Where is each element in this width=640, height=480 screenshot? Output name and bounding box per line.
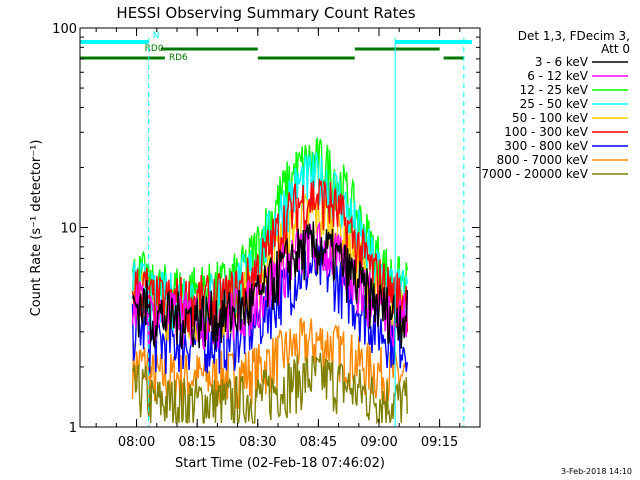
plot-frame [79, 27, 481, 428]
legend-item-label: 3 - 6 keV [535, 55, 589, 69]
x-tick-label: 08:15 [178, 435, 215, 450]
x-tick-label: 08:30 [239, 435, 276, 450]
chart-title: HESSI Observing Summary Count Rates [116, 4, 415, 22]
series-line [131, 352, 408, 425]
axes: 08:00 08:15 08:30 08:45 09:00 09:15 1 10 100 [52, 22, 481, 450]
plot-data [131, 137, 408, 425]
legend-item-label: 800 - 7000 keV [497, 153, 589, 167]
flag-label-n: N [153, 31, 160, 41]
x-tick-label: 09:15 [421, 435, 458, 450]
legend-item-label: 12 - 25 keV [520, 83, 589, 97]
legend-item-label: 50 - 100 keV [512, 111, 589, 125]
y-tick-label: 1 [69, 421, 77, 436]
x-axis-label: Start Time (02-Feb-18 07:46:02) [175, 456, 385, 471]
series-7000-20000-kev [131, 352, 408, 425]
y-tick-label: 100 [52, 22, 77, 37]
generation-timestamp: 3-Feb-2018 14:10 [561, 467, 632, 476]
x-tick-label: 09:00 [360, 435, 397, 450]
legend-item-label: 300 - 800 keV [504, 139, 588, 153]
legend-item-label: 100 - 300 keV [504, 125, 588, 139]
x-tick-label: 08:00 [118, 435, 155, 450]
y-axis-label: Count Rate (s⁻¹ detector⁻¹) [29, 140, 44, 317]
series-3-6-kev [131, 221, 408, 350]
series-800-7000-kev [131, 317, 408, 409]
legend-item-label: 7000 - 20000 keV [481, 167, 588, 181]
flag-label-rd6: RD6 [169, 53, 188, 63]
series-line [131, 221, 408, 350]
legend-title-line-1: Det 1,3, FDecim 3, [518, 29, 630, 43]
legend-title-line-2: Att 0 [601, 42, 630, 56]
legend-item-label: 25 - 50 keV [520, 97, 589, 111]
flag-label-rd0: RD0 [145, 44, 164, 54]
x-tick-label: 08:45 [300, 435, 337, 450]
legend-item-label: 6 - 12 keV [527, 69, 589, 83]
series-line [131, 317, 408, 409]
y-tick-label: 10 [60, 222, 77, 237]
